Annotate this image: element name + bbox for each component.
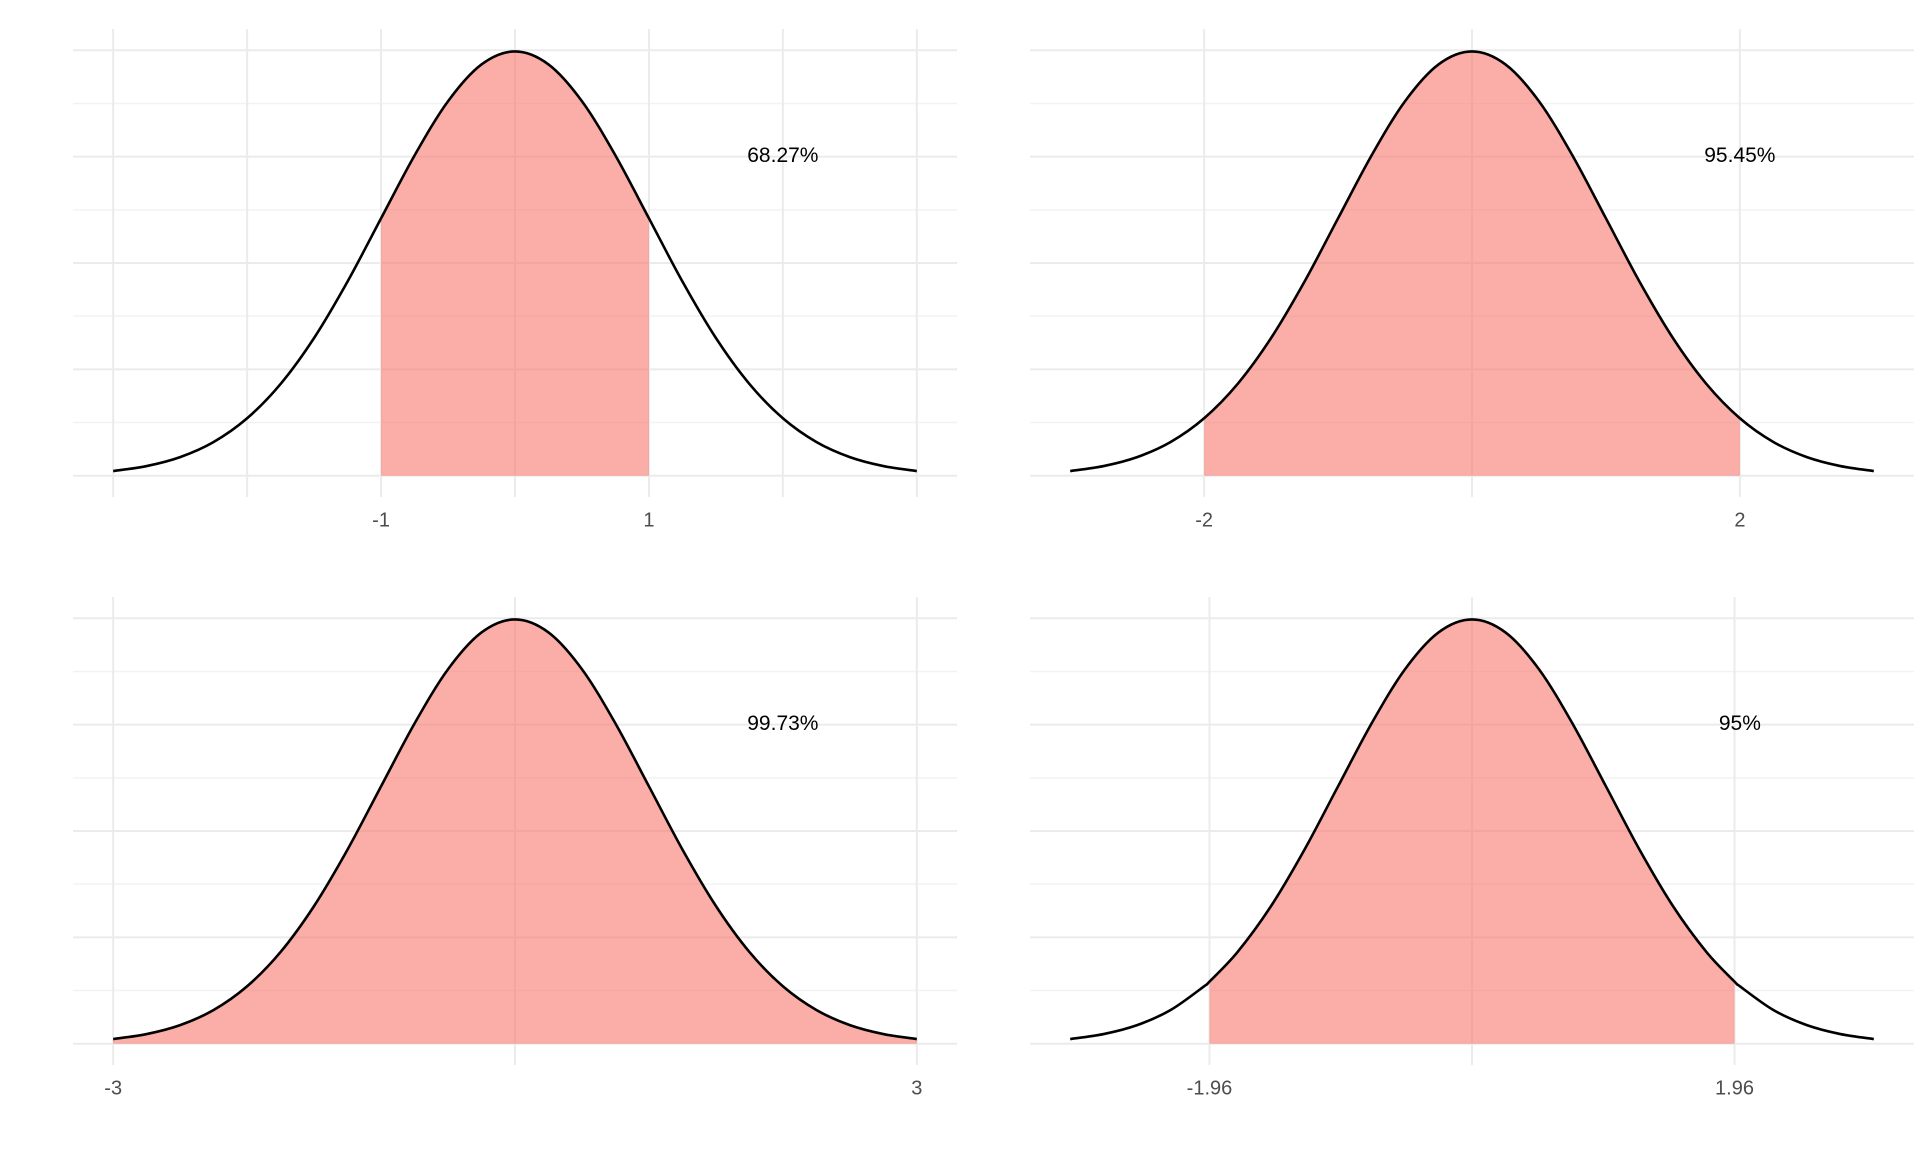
annotation: 95.45% <box>1704 144 1775 167</box>
shaded-area <box>1209 619 1735 1044</box>
x-tick-label: -1 <box>372 509 390 531</box>
x-tick-label: 1.96 <box>1715 1077 1754 1099</box>
x-tick-label: -1.96 <box>1187 1077 1233 1099</box>
annotation: 99.73% <box>747 712 818 735</box>
annotation: 68.27% <box>747 144 818 167</box>
x-tick-label: 2 <box>1734 509 1745 531</box>
shaded-area <box>1204 51 1740 476</box>
shaded-area <box>113 619 917 1044</box>
density-curve <box>1069 50 1875 473</box>
x-tick-label: 3 <box>911 1077 922 1099</box>
density-curve <box>112 618 918 1041</box>
x-tick-label: -2 <box>1195 509 1213 531</box>
annotation: 95% <box>1719 712 1761 735</box>
density-curve <box>1069 618 1875 1041</box>
x-tick-label: -3 <box>104 1077 122 1099</box>
x-tick-label: 1 <box>643 509 654 531</box>
shaded-area <box>381 51 649 476</box>
density-curve <box>112 50 918 473</box>
